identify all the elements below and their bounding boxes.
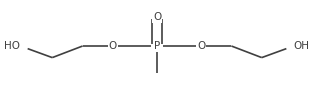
Text: O: O: [153, 12, 161, 22]
Text: O: O: [109, 41, 117, 51]
Text: OH: OH: [294, 41, 310, 51]
Text: P: P: [154, 41, 160, 51]
Text: O: O: [197, 41, 205, 51]
Text: HO: HO: [4, 41, 20, 51]
